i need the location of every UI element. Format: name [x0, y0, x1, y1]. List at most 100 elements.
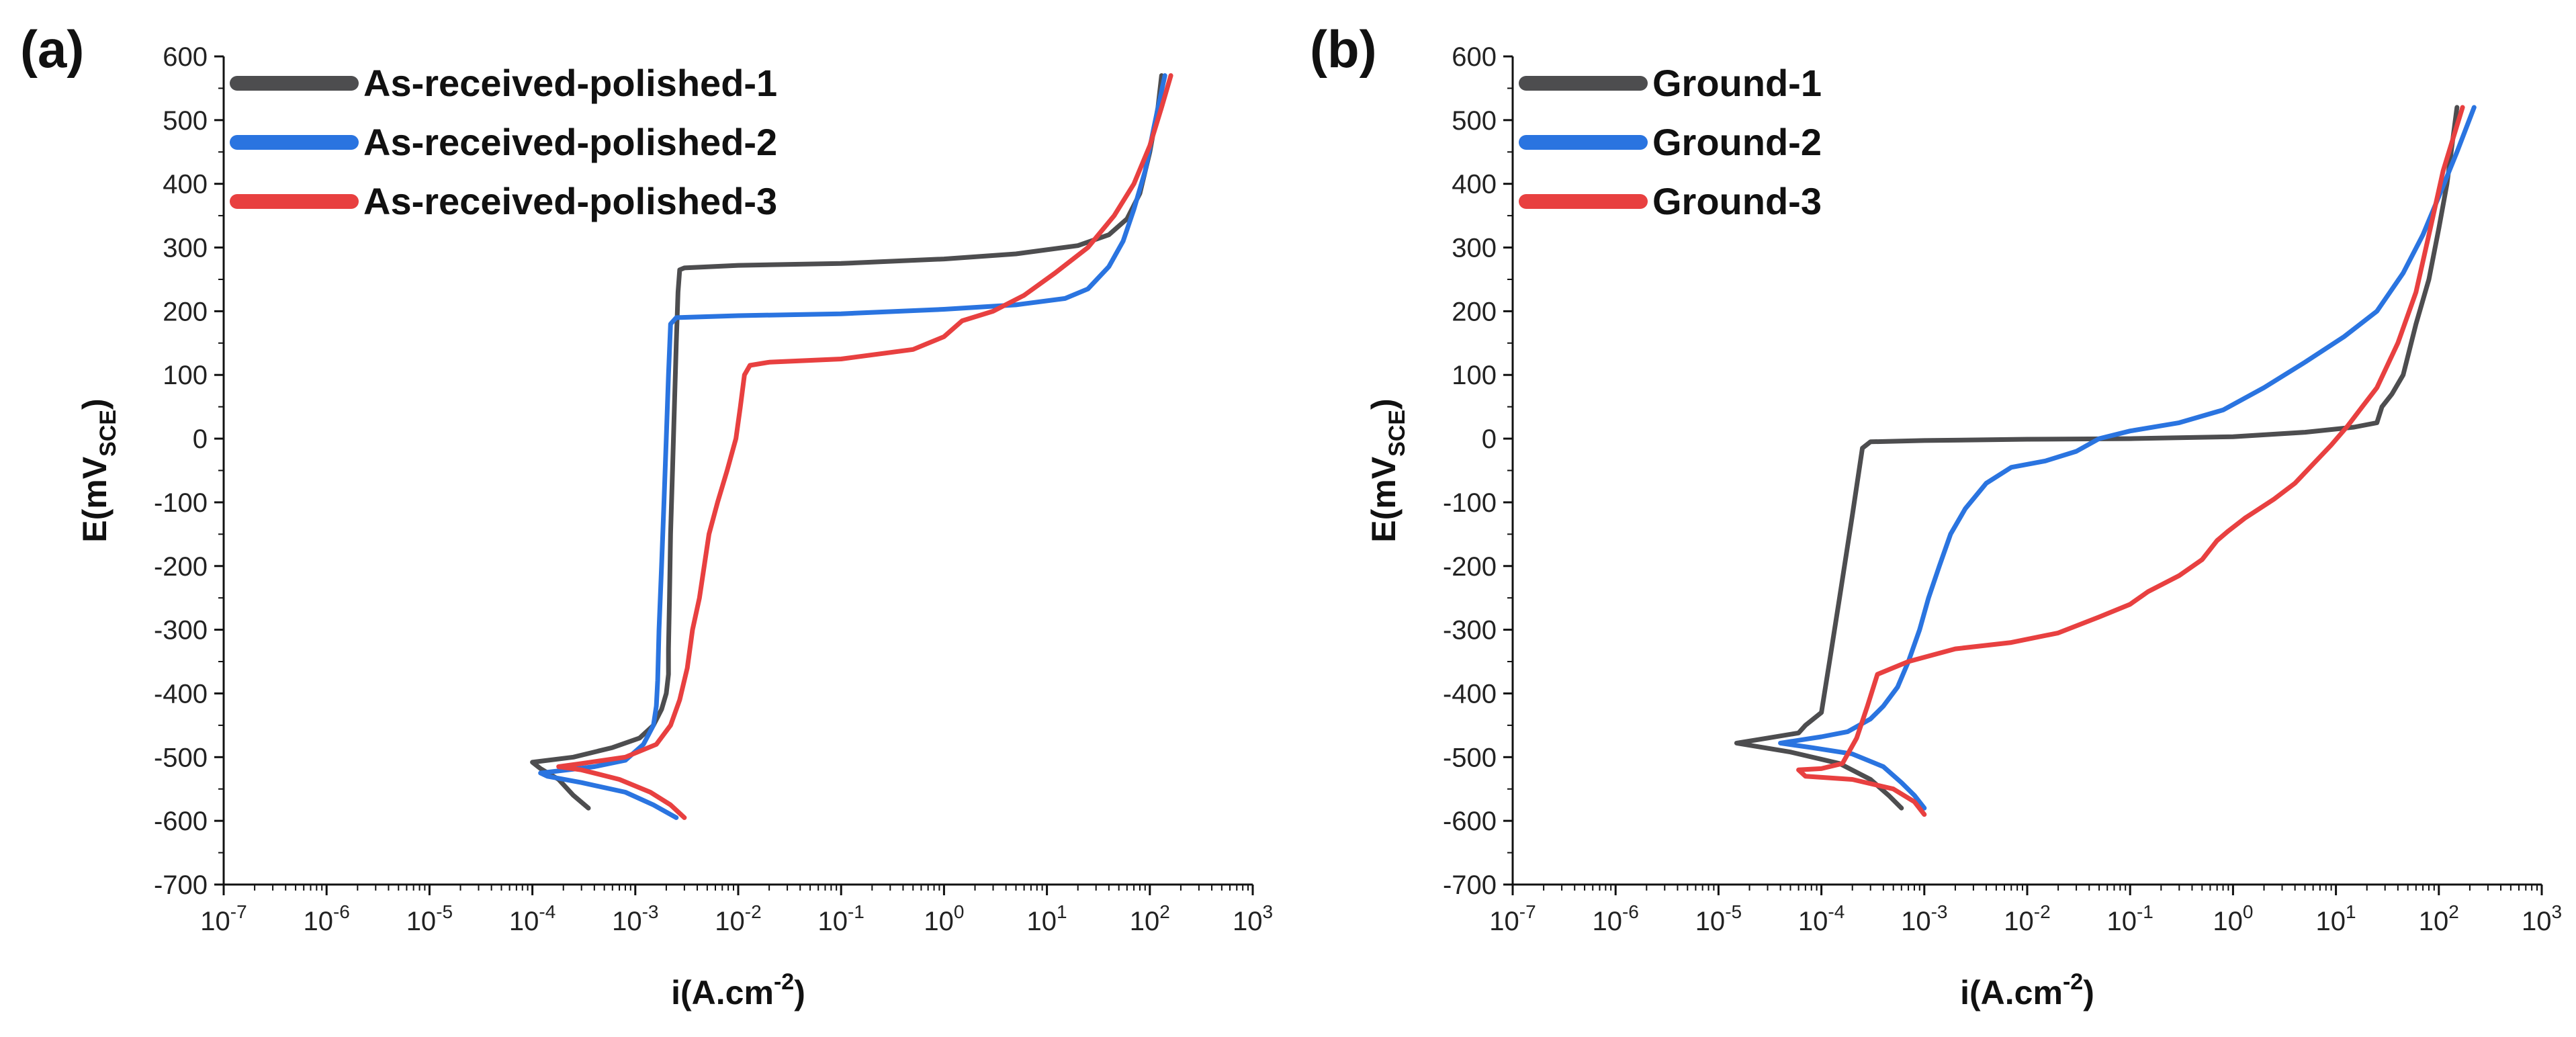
x-tick-base: 10 [2106, 907, 2137, 936]
legend-label-2: As-received-polished-2 [363, 121, 777, 163]
x-tick-exp: 3 [2551, 901, 2562, 922]
y-tick-label: -500 [154, 743, 208, 772]
legend-label-3: Ground-3 [1652, 180, 1822, 222]
x-tick-label: 101 [1027, 901, 1067, 936]
x-tick-label: 10-6 [1592, 901, 1638, 936]
x-tick-exp: -7 [230, 901, 247, 922]
x-tick-base: 10 [2004, 907, 2034, 936]
x-tick-label: 102 [1130, 901, 1170, 936]
legend-label-3: As-received-polished-3 [363, 180, 777, 222]
x-axis-label-close: ) [794, 974, 805, 1011]
y-tick-label: 100 [1452, 361, 1497, 390]
x-tick-label: 10-4 [509, 901, 556, 936]
x-axis-label: i(A.cm-2) [671, 969, 805, 1011]
x-tick-base: 10 [2419, 907, 2449, 936]
series-line-2 [538, 73, 1167, 820]
x-tick-base: 10 [200, 907, 230, 936]
y-axis-label-sub: SCE [1384, 410, 1410, 457]
x-tick-base: 10 [303, 907, 333, 936]
x-tick-exp: -6 [1622, 901, 1639, 922]
x-tick-base: 10 [1592, 907, 1622, 936]
series-line-3 [1796, 105, 2465, 817]
x-tick-exp: 2 [2448, 901, 2459, 922]
legend-label-1: As-received-polished-1 [363, 62, 777, 104]
x-tick-base: 10 [1233, 907, 1263, 936]
y-tick-label: -300 [1443, 616, 1497, 645]
x-tick-base: 10 [2316, 907, 2346, 936]
x-tick-exp: -3 [642, 901, 659, 922]
x-tick-label: 103 [2522, 901, 2562, 936]
x-axis-label-sup: -2 [2063, 969, 2083, 995]
y-tick-label: 600 [1452, 42, 1497, 72]
y-tick-label: -200 [154, 552, 208, 582]
x-tick-exp: -2 [2034, 901, 2051, 922]
x-tick-exp: -5 [436, 901, 453, 922]
x-tick-exp: -4 [1828, 901, 1845, 922]
y-tick-label: 0 [1482, 424, 1497, 454]
x-tick-base: 10 [1489, 907, 1519, 936]
panel-b: (b) 6005004003002001000-100-200-300-400-5… [1310, 19, 2562, 1011]
legend-label-1: Ground-1 [1652, 62, 1822, 104]
x-axis-label-close: ) [2083, 974, 2094, 1011]
x-tick-label: 10-1 [2106, 901, 2153, 936]
panel-label: (a) [20, 19, 84, 79]
y-tick-label: 200 [163, 297, 208, 326]
y-axis-label-main: E(mV [76, 456, 114, 542]
x-tick-base: 10 [612, 907, 642, 936]
x-tick-label: 103 [1233, 901, 1273, 936]
x-tick-exp: -1 [2137, 901, 2153, 922]
x-tick-exp: -5 [1725, 901, 1742, 922]
y-tick-label: -600 [1443, 807, 1497, 836]
x-tick-label: 10-3 [612, 901, 658, 936]
y-tick-label: -700 [154, 870, 208, 900]
y-axis-label: E(mVSCE) [76, 398, 121, 542]
panel-a: (a) 6005004003002001000-100-200-300-400-5… [20, 19, 1273, 1011]
x-axis-label: i(A.cm-2) [1960, 969, 2094, 1011]
x-tick-exp: -7 [1519, 901, 1536, 922]
x-tick-base: 10 [1695, 907, 1726, 936]
y-tick-label: -600 [154, 807, 208, 836]
x-tick-label: 100 [2213, 901, 2253, 936]
x-tick-base: 10 [715, 907, 745, 936]
x-tick-label: 10-4 [1798, 901, 1845, 936]
y-tick-label: -400 [154, 679, 208, 709]
y-tick-label: -300 [154, 616, 208, 645]
x-tick-base: 10 [1901, 907, 1931, 936]
x-tick-exp: 0 [954, 901, 965, 922]
y-axis-label-main: E(mV [1365, 456, 1403, 542]
y-tick-label: 0 [193, 424, 208, 454]
x-tick-label: 10-1 [817, 901, 864, 936]
x-tick-base: 10 [2213, 907, 2243, 936]
y-tick-label: 300 [163, 234, 208, 263]
y-tick-label: -400 [1443, 679, 1497, 709]
x-tick-label: 10-5 [1695, 901, 1742, 936]
x-tick-exp: 3 [1262, 901, 1273, 922]
y-tick-label: 500 [1452, 106, 1497, 136]
x-tick-exp: 0 [2243, 901, 2254, 922]
y-axis-label-close: ) [76, 398, 114, 410]
x-tick-base: 10 [1798, 907, 1828, 936]
series-line-2 [1778, 105, 2477, 811]
x-tick-base: 10 [509, 907, 539, 936]
series-line-1 [530, 73, 1164, 811]
y-tick-label: 100 [163, 361, 208, 390]
y-axis-label-close: ) [1365, 398, 1403, 410]
y-tick-label: 600 [163, 42, 208, 72]
x-tick-label: 100 [924, 901, 964, 936]
x-tick-exp: 1 [2346, 901, 2356, 922]
x-tick-label: 10-6 [303, 901, 349, 936]
y-tick-label: 200 [1452, 297, 1497, 326]
y-tick-label: -200 [1443, 552, 1497, 582]
x-tick-label: 10-2 [2004, 901, 2050, 936]
y-tick-label: 300 [1452, 234, 1497, 263]
x-tick-label: 10-5 [406, 901, 453, 936]
y-tick-label: 500 [163, 106, 208, 136]
x-tick-exp: 2 [1159, 901, 1170, 922]
x-tick-base: 10 [817, 907, 848, 936]
x-tick-base: 10 [924, 907, 954, 936]
y-axis-label: E(mVSCE) [1365, 398, 1410, 542]
y-tick-label: -100 [154, 488, 208, 518]
y-tick-label: 400 [163, 170, 208, 199]
y-axis-label-sub: SCE [95, 410, 121, 457]
